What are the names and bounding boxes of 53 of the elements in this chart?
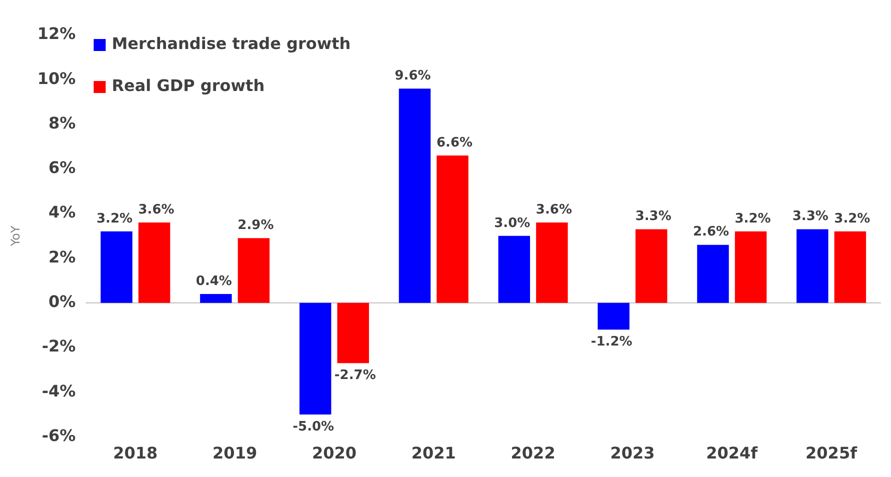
legend-label: Merchandise trade growth: [112, 34, 351, 54]
data-label: -1.2%: [590, 334, 632, 350]
bar: [238, 238, 270, 303]
legend-label: Real GDP growth: [112, 76, 265, 96]
data-label: 3.3%: [792, 209, 828, 224]
bar: [337, 302, 369, 364]
data-label: 3.2%: [96, 211, 133, 226]
y-tick-label: -2%: [42, 336, 76, 356]
x-tick-label: 2025f: [806, 444, 858, 463]
x-tick-label: 2024f: [706, 444, 759, 463]
bar: [498, 236, 530, 303]
y-tick-label: 4%: [48, 202, 76, 222]
bar: [299, 302, 332, 414]
data-label: 2.6%: [692, 224, 730, 240]
y-tick-label: 6%: [48, 158, 76, 178]
data-label: -2.7%: [334, 368, 376, 384]
y-tick-label: 8%: [48, 113, 76, 132]
bar: [200, 294, 232, 303]
bar: [734, 231, 767, 303]
y-tick-label: 2%: [48, 247, 76, 266]
x-tick-label: 2019: [212, 444, 258, 463]
x-tick-label: 2021: [411, 444, 456, 463]
bar: [536, 222, 568, 303]
bar: [635, 229, 668, 303]
data-label: 3.2%: [834, 211, 870, 226]
data-label: -5.0%: [292, 419, 334, 434]
y-tick-label: -6%: [42, 426, 76, 445]
y-tick-label: -4%: [42, 381, 76, 400]
data-label: 3.6%: [138, 202, 174, 218]
bar: [834, 231, 866, 303]
data-label: 3.3%: [635, 209, 672, 224]
x-tick-label: 2020: [312, 444, 356, 463]
data-label: 3.6%: [536, 202, 572, 218]
bar: [598, 302, 630, 330]
x-tick-label: 2023: [610, 444, 655, 463]
y-tick-label: 0%: [48, 292, 76, 312]
data-label: 2.9%: [238, 218, 274, 234]
x-tick-label: 2022: [510, 444, 556, 463]
data-label: 9.6%: [394, 68, 431, 84]
data-label: 6.6%: [436, 135, 473, 150]
y-tick-label: 10%: [37, 68, 76, 88]
bar: [796, 229, 828, 303]
bar: [697, 244, 729, 303]
bar: [100, 231, 132, 303]
bar: [398, 88, 431, 303]
x-tick-label: 2018: [113, 444, 158, 463]
bar: [436, 156, 468, 303]
data-label: 0.4%: [196, 274, 232, 289]
data-label: 3.0%: [494, 216, 530, 231]
y-tick-label: 12%: [37, 24, 76, 44]
y-axis-title: YoY: [8, 225, 22, 248]
bar: [138, 222, 170, 303]
data-label: 3.2%: [734, 211, 771, 226]
